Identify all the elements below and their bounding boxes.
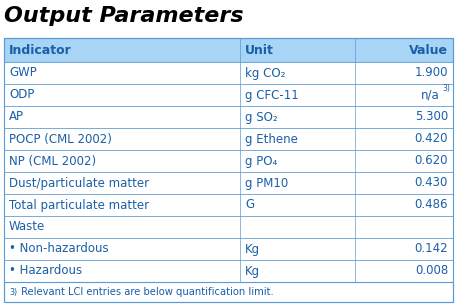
Bar (4, 128, 453, 150)
Bar (4, 38, 453, 62)
Text: AP: AP (9, 110, 24, 123)
Text: Kg: Kg (245, 243, 260, 255)
Text: ODP: ODP (9, 88, 34, 102)
Text: • Hazardous: • Hazardous (9, 264, 82, 278)
Bar (4, 282, 453, 302)
Text: 0.008: 0.008 (415, 264, 448, 278)
Text: 3): 3) (442, 84, 450, 93)
Text: 0.142: 0.142 (414, 243, 448, 255)
Text: 3): 3) (9, 288, 17, 296)
Text: Kg: Kg (245, 264, 260, 278)
Text: Unit: Unit (245, 43, 274, 57)
Bar (4, 172, 453, 194)
Text: g PO₄: g PO₄ (245, 154, 277, 168)
Bar (4, 38, 453, 302)
Bar (4, 260, 453, 282)
Text: POCP (CML 2002): POCP (CML 2002) (9, 133, 112, 146)
Text: 5.300: 5.300 (415, 110, 448, 123)
Text: 0.420: 0.420 (414, 133, 448, 146)
Text: Value: Value (409, 43, 448, 57)
Text: Indicator: Indicator (9, 43, 72, 57)
Text: • Non-hazardous: • Non-hazardous (9, 243, 109, 255)
Text: g CFC-11: g CFC-11 (245, 88, 299, 102)
Text: Total particulate matter: Total particulate matter (9, 199, 149, 212)
Text: GWP: GWP (9, 67, 37, 80)
Bar (4, 62, 453, 84)
Bar (4, 238, 453, 260)
Text: Output Parameters: Output Parameters (4, 6, 244, 26)
Bar (4, 84, 453, 106)
Text: 0.430: 0.430 (414, 177, 448, 189)
Text: Dust/particulate matter: Dust/particulate matter (9, 177, 149, 189)
Text: Relevant LCI entries are below quantification limit.: Relevant LCI entries are below quantific… (18, 287, 274, 297)
Text: G: G (245, 199, 254, 212)
Text: Waste: Waste (9, 220, 45, 233)
Text: g Ethene: g Ethene (245, 133, 298, 146)
Bar (4, 216, 453, 238)
Text: n/a: n/a (421, 88, 440, 102)
Text: 1.900: 1.900 (414, 67, 448, 80)
Text: NP (CML 2002): NP (CML 2002) (9, 154, 96, 168)
Bar (4, 106, 453, 128)
Bar (4, 150, 453, 172)
Text: kg CO₂: kg CO₂ (245, 67, 285, 80)
Text: g PM10: g PM10 (245, 177, 288, 189)
Bar (4, 194, 453, 216)
Text: 0.620: 0.620 (414, 154, 448, 168)
Text: g SO₂: g SO₂ (245, 110, 277, 123)
Text: 0.486: 0.486 (414, 199, 448, 212)
